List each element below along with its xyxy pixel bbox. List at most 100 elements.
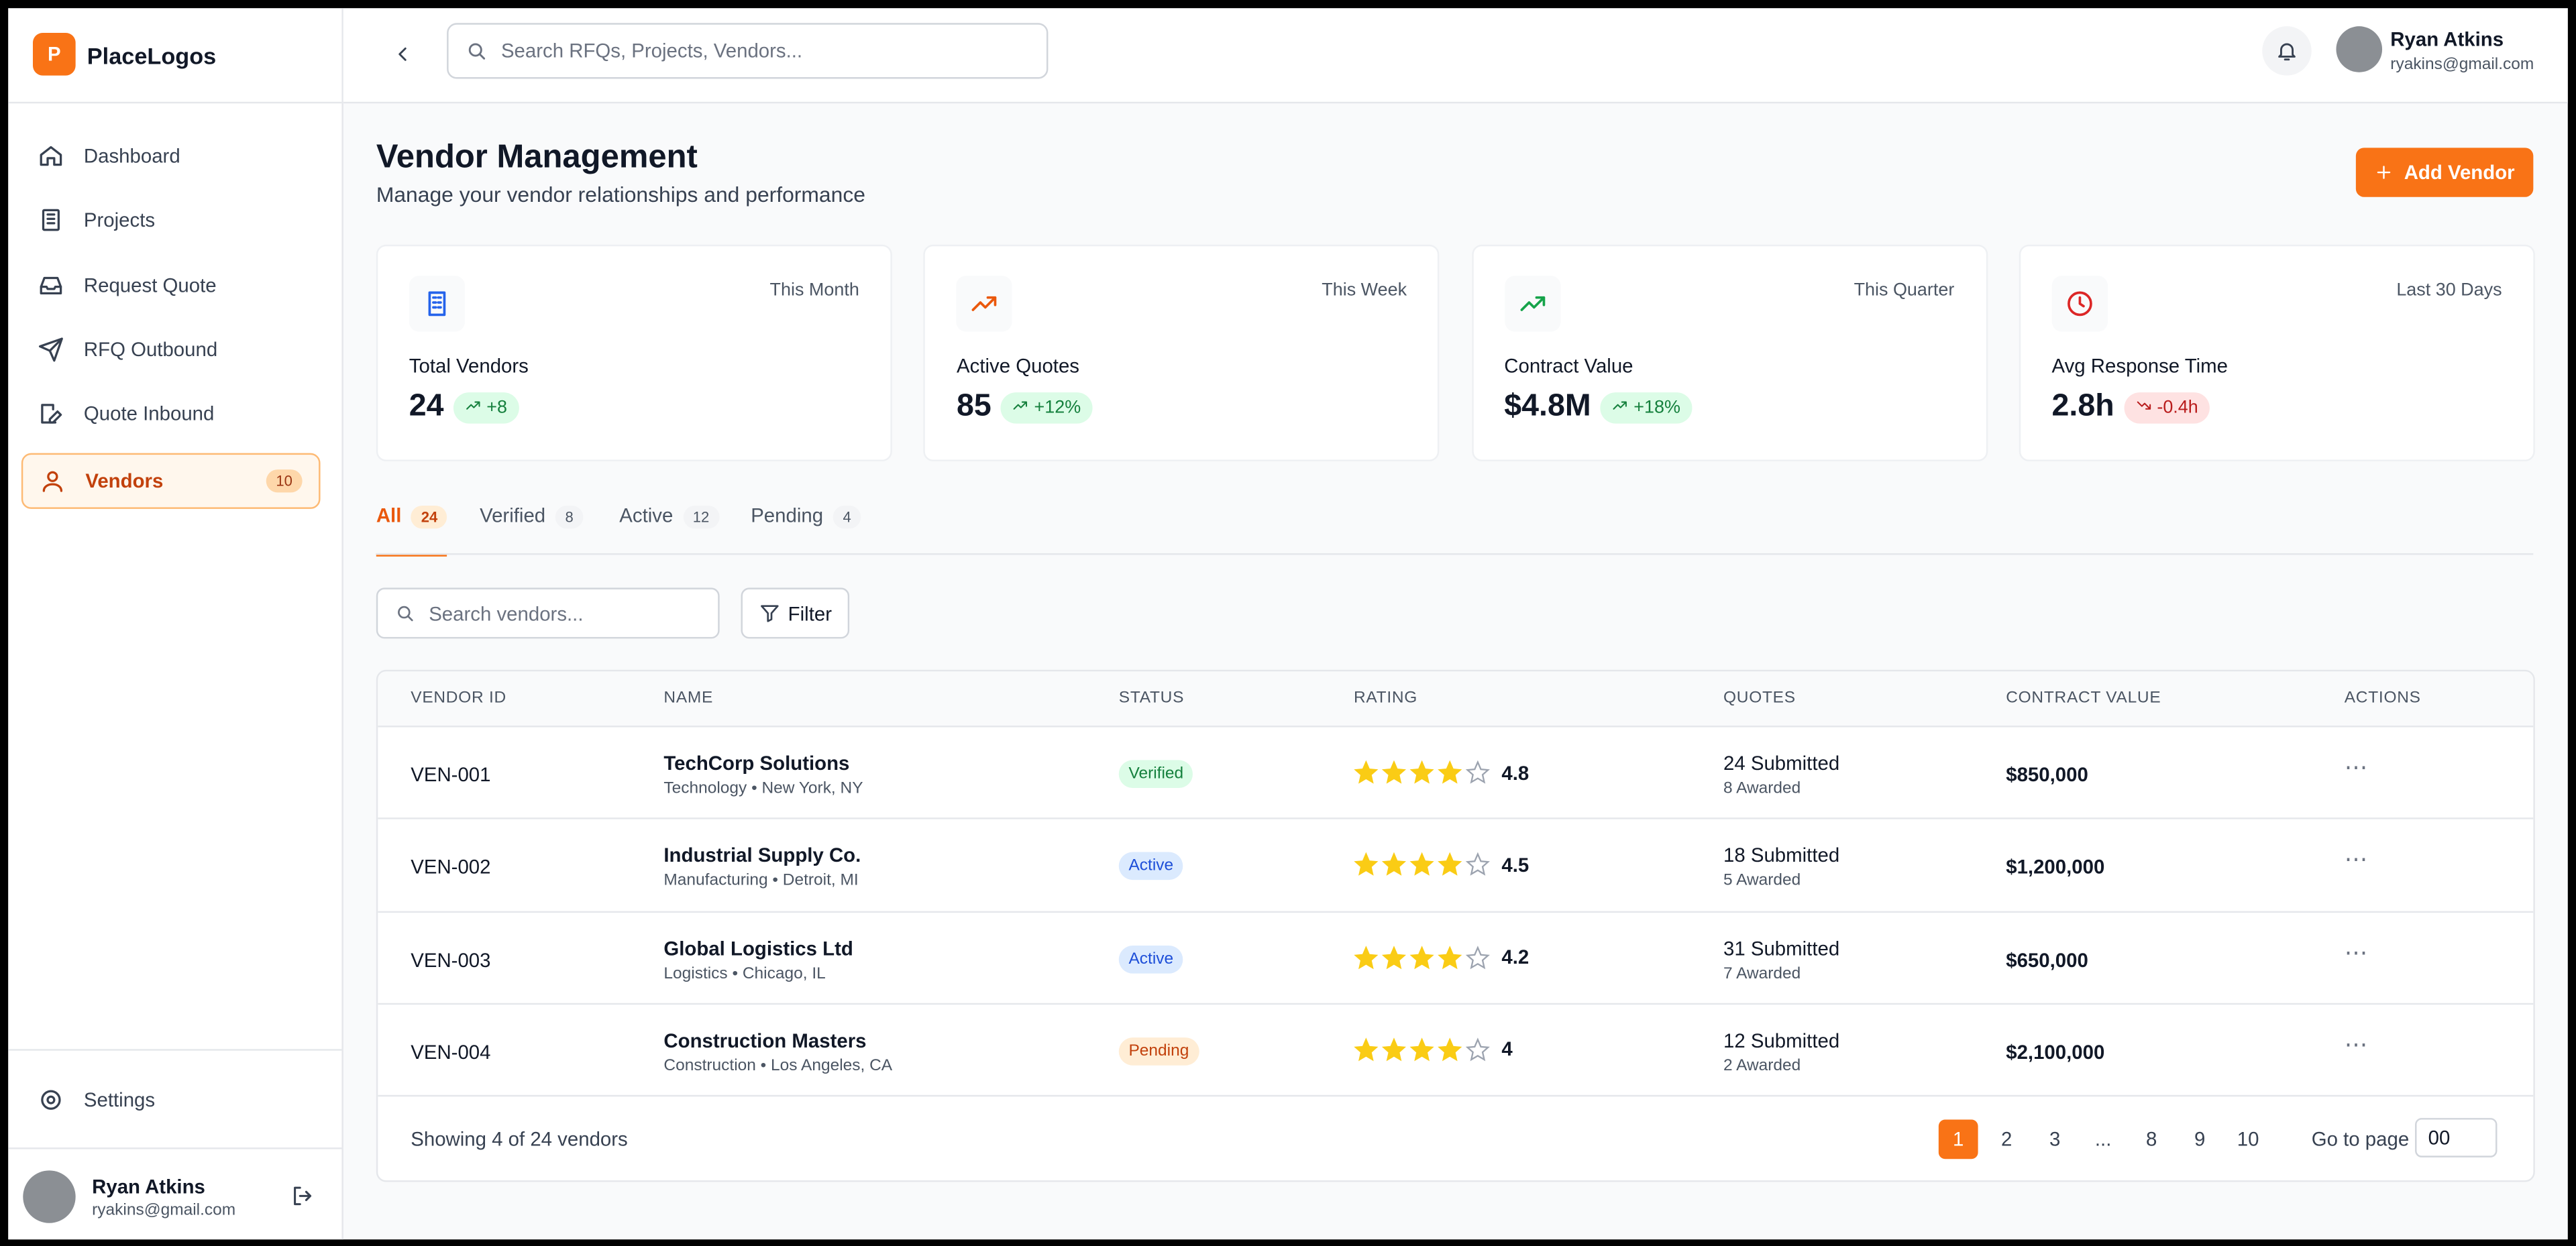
star [1438,1037,1462,1062]
contract-value: $2,100,000 [2006,1040,2105,1064]
icon [42,209,60,232]
nav-label: Dashboard [83,144,180,168]
nav-item[interactable]: Quote Inbound [21,388,317,440]
icon [1613,400,1627,409]
stat-icon [409,276,466,332]
vendor-id: VEN-001 [411,763,491,787]
stat-icon [957,276,1013,332]
stat-icon [2051,276,2108,332]
star [1354,852,1379,876]
page-button[interactable]: 2 [2000,1127,2012,1151]
back-button[interactable] [391,43,414,74]
logout[interactable] [290,1184,315,1216]
tab[interactable]: All 24 [376,504,448,557]
vendor-search[interactable]: Search vendors... [376,587,720,639]
stat-icon [1504,276,1560,332]
stat-card: This Week Active Quotes 85 +12% [924,244,1440,461]
row-actions[interactable]: ⋯ [2344,938,2368,965]
user-email: ryakins@gmail.com [92,1201,236,1220]
search-box[interactable]: Search RFQs, Projects, Vendors... [447,23,1049,79]
add-vendor-button[interactable]: Add Vendor [2355,148,2534,197]
tab[interactable]: Verified 8 [480,504,584,529]
stat-change-text: -0.4h [2157,397,2198,417]
icon [294,1186,312,1206]
vendor-table: VENDOR ID NAME STATUS RATING QUOTES CONTRACT … [376,669,2535,1182]
tab[interactable]: Pending 4 [751,504,861,529]
page-button[interactable]: 3 [2049,1127,2061,1151]
nav-item[interactable]: Projects [21,194,317,247]
row-actions[interactable]: ⋯ [2344,846,2368,872]
quotes-awarded: 8 Awarded [1723,779,1801,798]
contract-value: $650,000 [2006,948,2088,972]
page-button[interactable]: 9 [2194,1127,2206,1151]
nav-item[interactable]: Settings [21,1074,317,1126]
tab-label: Verified [480,504,546,527]
nav-item[interactable]: Vendors 10 [21,452,321,508]
goto-input[interactable]: 00 [2415,1118,2498,1157]
row-actions[interactable]: ⋯ [2344,1031,2368,1058]
user-name: Ryan Atkins [2390,27,2504,51]
icon [42,470,63,492]
star [1381,760,1407,784]
nav-label: Vendors [85,468,164,492]
search-placeholder: Search vendors... [429,602,584,625]
star [1409,1037,1434,1062]
icon [398,47,407,61]
star [1465,1037,1490,1062]
column-header: QUOTES [1723,689,1796,708]
contract-value: $1,200,000 [2006,856,2105,879]
status-badge: Pending [1118,1037,1199,1066]
filter-button[interactable]: Filter [741,587,850,639]
column-header: RATING [1353,689,1418,708]
page-button[interactable]: 10 [2237,1127,2259,1151]
notifications[interactable] [2262,26,2312,76]
nav-item[interactable]: Dashboard [21,129,317,182]
vendor-name: Global Logistics Ltd [663,936,853,960]
icon [972,296,998,311]
pagination-summary: Showing 4 of 24 vendors [411,1127,628,1151]
quotes-submitted: 24 Submitted [1723,752,1840,775]
button-label: Filter [788,602,832,625]
status-badge: Active [1118,945,1183,973]
nav-label: Projects [83,209,156,232]
icon [2278,43,2296,61]
stat-value: 24 [409,389,444,424]
stat-card: This Quarter Contract Value $4.8M +18% [1471,244,1988,461]
app: P PlaceLogos Dashboard Projects Request Qu… [8,8,2568,1240]
row-actions[interactable]: ⋯ [2344,753,2368,780]
vendor-meta: Manufacturing • Detroit, MI [663,872,859,891]
star [1381,1037,1407,1062]
vendor-name: Construction Masters [663,1029,867,1052]
stat-value: 2.8h [2051,389,2114,424]
nav-item[interactable]: Request Quote [21,259,317,311]
quotes-submitted: 31 Submitted [1723,936,1840,960]
table-row: VEN-004 Construction Masters Constructio… [378,1003,2534,1096]
star [1438,852,1462,876]
tab[interactable]: Active 12 [619,504,719,529]
page-button[interactable]: 1 [1938,1119,1978,1159]
stat-value: 85 [957,389,991,424]
tab-label: Pending [751,504,824,527]
icon [1519,296,1545,311]
sidebar: P PlaceLogos Dashboard Projects Request Qu… [8,8,343,1240]
tab-count: 12 [683,505,719,529]
nav-item[interactable]: RFQ Outbound [21,323,317,376]
user-name: Ryan Atkins [92,1175,205,1199]
icon [398,606,413,622]
page-button[interactable]: 8 [2146,1127,2157,1151]
stat-card: This Month Total Vendors 24 +8 [376,244,892,461]
icon [41,404,62,424]
stat-label: Total Vendors [409,354,529,378]
stat-period: This Month [769,280,859,300]
stat-label: Contract Value [1504,354,1633,378]
stat-period: Last 30 Days [2396,280,2502,300]
star [1409,760,1434,784]
stat-change-text: +12% [1034,397,1081,417]
table-row: VEN-002 Industrial Supply Co. Manufactur… [378,817,2534,912]
vendor-id: VEN-004 [411,1040,491,1064]
column-header: NAME [663,689,714,708]
vendor-meta: Construction • Los Angeles, CA [663,1057,893,1076]
divider [8,101,342,104]
page-button[interactable]: ... [2094,1127,2112,1151]
nav-label: Quote Inbound [83,402,215,426]
